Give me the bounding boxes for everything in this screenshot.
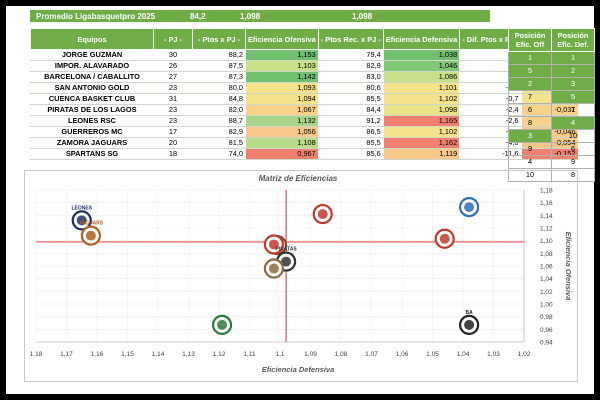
x-tick-label: 1,11: [243, 351, 256, 358]
y-axis-title: Eficiencia Ofensiva: [564, 232, 573, 301]
team-logo-mark: [281, 256, 292, 267]
y-tick-label: 1,04: [540, 276, 553, 283]
team-logo-mark: [439, 233, 450, 244]
position-cell[interactable]: 5: [508, 64, 552, 78]
table-cell[interactable]: 74,0: [192, 148, 246, 160]
x-tick-label: 1,14: [152, 351, 165, 358]
y-tick-label: 1,14: [540, 213, 553, 220]
table-cell[interactable]: 18: [153, 148, 193, 160]
table-cell[interactable]: 1,119: [382, 148, 461, 160]
chart-title: Matriz de Eficiencias: [259, 174, 338, 183]
x-tick-label: 1,18: [30, 351, 43, 358]
x-tick-label: 1,12: [213, 351, 226, 358]
y-tick-label: 0,94: [540, 340, 553, 347]
team-logo-mark: [268, 263, 279, 274]
table-cell[interactable]: 0,967: [245, 148, 319, 160]
x-tick-label: 1,03: [487, 351, 500, 358]
position-row: 10 8: [508, 168, 595, 182]
table-row: PIRATAS DE LOS LAGOS 23 82,0 1,067 84,4 1,098…: [30, 104, 579, 116]
table-cell[interactable]: 1,102: [382, 93, 461, 105]
column-header[interactable]: - Ptos x PJ -: [192, 28, 246, 50]
x-tick-label: 1,04: [457, 351, 470, 358]
x-tick-label: 1,05: [426, 351, 439, 358]
y-tick-label: 1,08: [540, 251, 553, 258]
team-logo-mark: [85, 230, 96, 241]
team-logo-mark: [317, 209, 328, 220]
x-tick-label: 1,06: [396, 351, 409, 358]
position-cell[interactable]: 8: [551, 168, 595, 182]
y-tick-label: 1,00: [540, 302, 553, 309]
positions-table: Posición Efic. Off Posición Efic. Def. 1 1…: [508, 28, 595, 182]
team-logo-mark: [217, 319, 228, 330]
avg-ef-ofensiva: 1,098: [240, 11, 261, 21]
avg-ptos-value: 84,2: [190, 11, 206, 21]
x-axis-title: Eficiencia Defensiva: [262, 365, 335, 374]
y-tick-label: 1,10: [540, 238, 553, 245]
team-logo-label: BA: [465, 310, 473, 316]
chart-frame: [24, 170, 578, 382]
x-tick-label: 1,16: [91, 351, 104, 358]
table-cell[interactable]: 82,0: [192, 104, 246, 116]
y-tick-label: 1,12: [540, 226, 553, 233]
x-tick-label: 1,07: [365, 351, 378, 358]
position-cell[interactable]: 10: [508, 168, 552, 182]
y-tick-label: 1,02: [540, 289, 553, 296]
column-header[interactable]: - Dif. Ptos x PJ -: [459, 28, 522, 50]
team-name-cell[interactable]: SPARTANS SG: [30, 148, 154, 160]
y-tick-label: 1,06: [540, 264, 553, 271]
x-tick-label: 1,09: [304, 351, 317, 358]
y-tick-label: 1,18: [540, 188, 553, 195]
x-tick-label: 1,17: [60, 351, 73, 358]
team-logo-mark: [268, 239, 279, 250]
position-header[interactable]: Posición Efic. Def.: [551, 28, 595, 52]
stats-table: Equipos - PJ -- Ptos x PJ - Eficiencia Ofe…: [30, 28, 579, 160]
y-tick-label: 1,16: [540, 200, 553, 207]
y-tick-label: 0,96: [540, 327, 553, 334]
team-logo-label: PIRATAS: [275, 247, 297, 253]
column-header[interactable]: - Ptos Rec. x PJ -: [317, 28, 384, 50]
avg-ef-defensiva: 1,098: [352, 11, 373, 21]
league-average-title: Promedio Ligabasquetpro 2025: [36, 11, 156, 21]
x-tick-label: 1,13: [182, 351, 195, 358]
team-logo-mark: [464, 202, 475, 213]
y-tick-label: 0,98: [540, 314, 553, 321]
team-logo-mark: [464, 319, 475, 330]
summary-bar: Promedio Ligabasquetpro 2025 84,2 1,098 …: [30, 10, 490, 22]
x-tick-label: 1,15: [121, 351, 134, 358]
team-logo-label: LEONES: [71, 205, 92, 211]
position-cell[interactable]: 2: [551, 64, 595, 78]
column-header[interactable]: Eficiencia Ofensiva: [245, 28, 319, 50]
team-logo-mark: [76, 215, 87, 226]
x-tick-label: 1,1: [275, 351, 284, 358]
position-header[interactable]: Posición Efic. Off: [508, 28, 552, 52]
position-cell[interactable]: 1: [508, 51, 552, 65]
team-logo-label: JAGUARS: [79, 221, 104, 227]
x-tick-label: 1,02: [518, 351, 531, 358]
x-tick-label: 1,08: [335, 351, 348, 358]
